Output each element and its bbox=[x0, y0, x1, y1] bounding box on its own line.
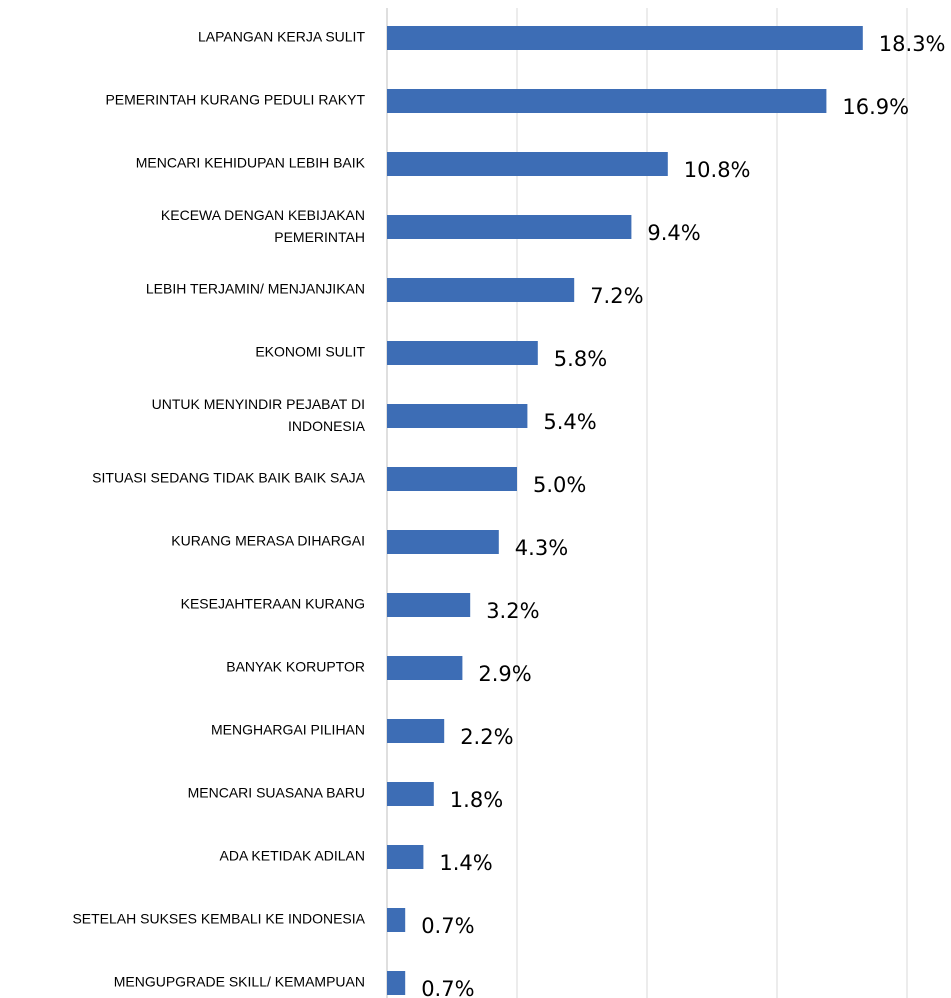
category-label: LEBIH TERJAMIN/ MENJANJIKAN bbox=[146, 281, 365, 297]
bar bbox=[387, 467, 517, 491]
value-label: 0.7% bbox=[421, 977, 474, 998]
value-label: 4.3% bbox=[515, 536, 568, 560]
value-label: 9.4% bbox=[647, 221, 700, 245]
category-label: ADA KETIDAK ADILAN bbox=[220, 848, 366, 864]
value-label: 0.7% bbox=[421, 914, 474, 938]
bar bbox=[387, 593, 471, 617]
category-label: KURANG MERASA DIHARGAI bbox=[171, 533, 365, 549]
value-label: 5.0% bbox=[533, 473, 586, 497]
category-label: EKONOMI SULIT bbox=[255, 344, 365, 360]
bar bbox=[387, 530, 499, 554]
bar bbox=[387, 782, 434, 806]
bar bbox=[387, 278, 575, 302]
category-label: UNTUK MENYINDIR PEJABAT DI INDONESIA bbox=[152, 396, 366, 434]
category-label: SITUASI SEDANG TIDAK BAIK BAIK SAJA bbox=[92, 470, 365, 486]
bar bbox=[387, 971, 406, 995]
category-label-line: PEMERINTAH bbox=[274, 229, 365, 245]
value-label: 3.2% bbox=[486, 599, 539, 623]
value-label: 1.8% bbox=[450, 788, 503, 812]
category-label-line: UNTUK MENYINDIR PEJABAT DI bbox=[152, 396, 365, 412]
value-label: 7.2% bbox=[590, 284, 643, 308]
value-label: 16.9% bbox=[842, 95, 909, 119]
bar bbox=[387, 845, 424, 869]
category-label-line: INDONESIA bbox=[288, 418, 366, 434]
category-label: SETELAH SUKSES KEMBALI KE INDONESIA bbox=[72, 911, 365, 927]
category-label-line: KECEWA DENGAN KEBIJAKAN bbox=[161, 207, 365, 223]
bar bbox=[387, 26, 863, 50]
bar bbox=[387, 404, 528, 428]
category-label: MENGUPGRADE SKILL/ KEMAMPUAN bbox=[114, 974, 365, 990]
value-label: 18.3% bbox=[879, 32, 946, 56]
category-label: MENCARI SUASANA BARU bbox=[188, 785, 365, 801]
bar bbox=[387, 656, 463, 680]
bar bbox=[387, 908, 406, 932]
value-label: 1.4% bbox=[439, 851, 492, 875]
bar bbox=[387, 215, 632, 239]
bar bbox=[387, 152, 668, 176]
category-label: MENGHARGAI PILIHAN bbox=[211, 722, 365, 738]
category-label: KESEJAHTERAAN KURANG bbox=[181, 596, 365, 612]
bar bbox=[387, 89, 827, 113]
category-label: PEMERINTAH KURANG PEDULI RAKYT bbox=[105, 92, 365, 108]
category-label: MENCARI KEHIDUPAN LEBIH BAIK bbox=[136, 155, 366, 171]
value-label: 5.4% bbox=[543, 410, 596, 434]
value-label: 2.2% bbox=[460, 725, 513, 749]
category-label: KECEWA DENGAN KEBIJAKAN PEMERINTAH bbox=[161, 207, 365, 245]
value-label: 10.8% bbox=[684, 158, 751, 182]
bar bbox=[387, 341, 538, 365]
value-label: 5.8% bbox=[554, 347, 607, 371]
category-label: LAPANGAN KERJA SULIT bbox=[198, 29, 365, 45]
category-label: BANYAK KORUPTOR bbox=[226, 659, 365, 675]
value-label: 2.9% bbox=[478, 662, 531, 686]
bar bbox=[387, 719, 445, 743]
